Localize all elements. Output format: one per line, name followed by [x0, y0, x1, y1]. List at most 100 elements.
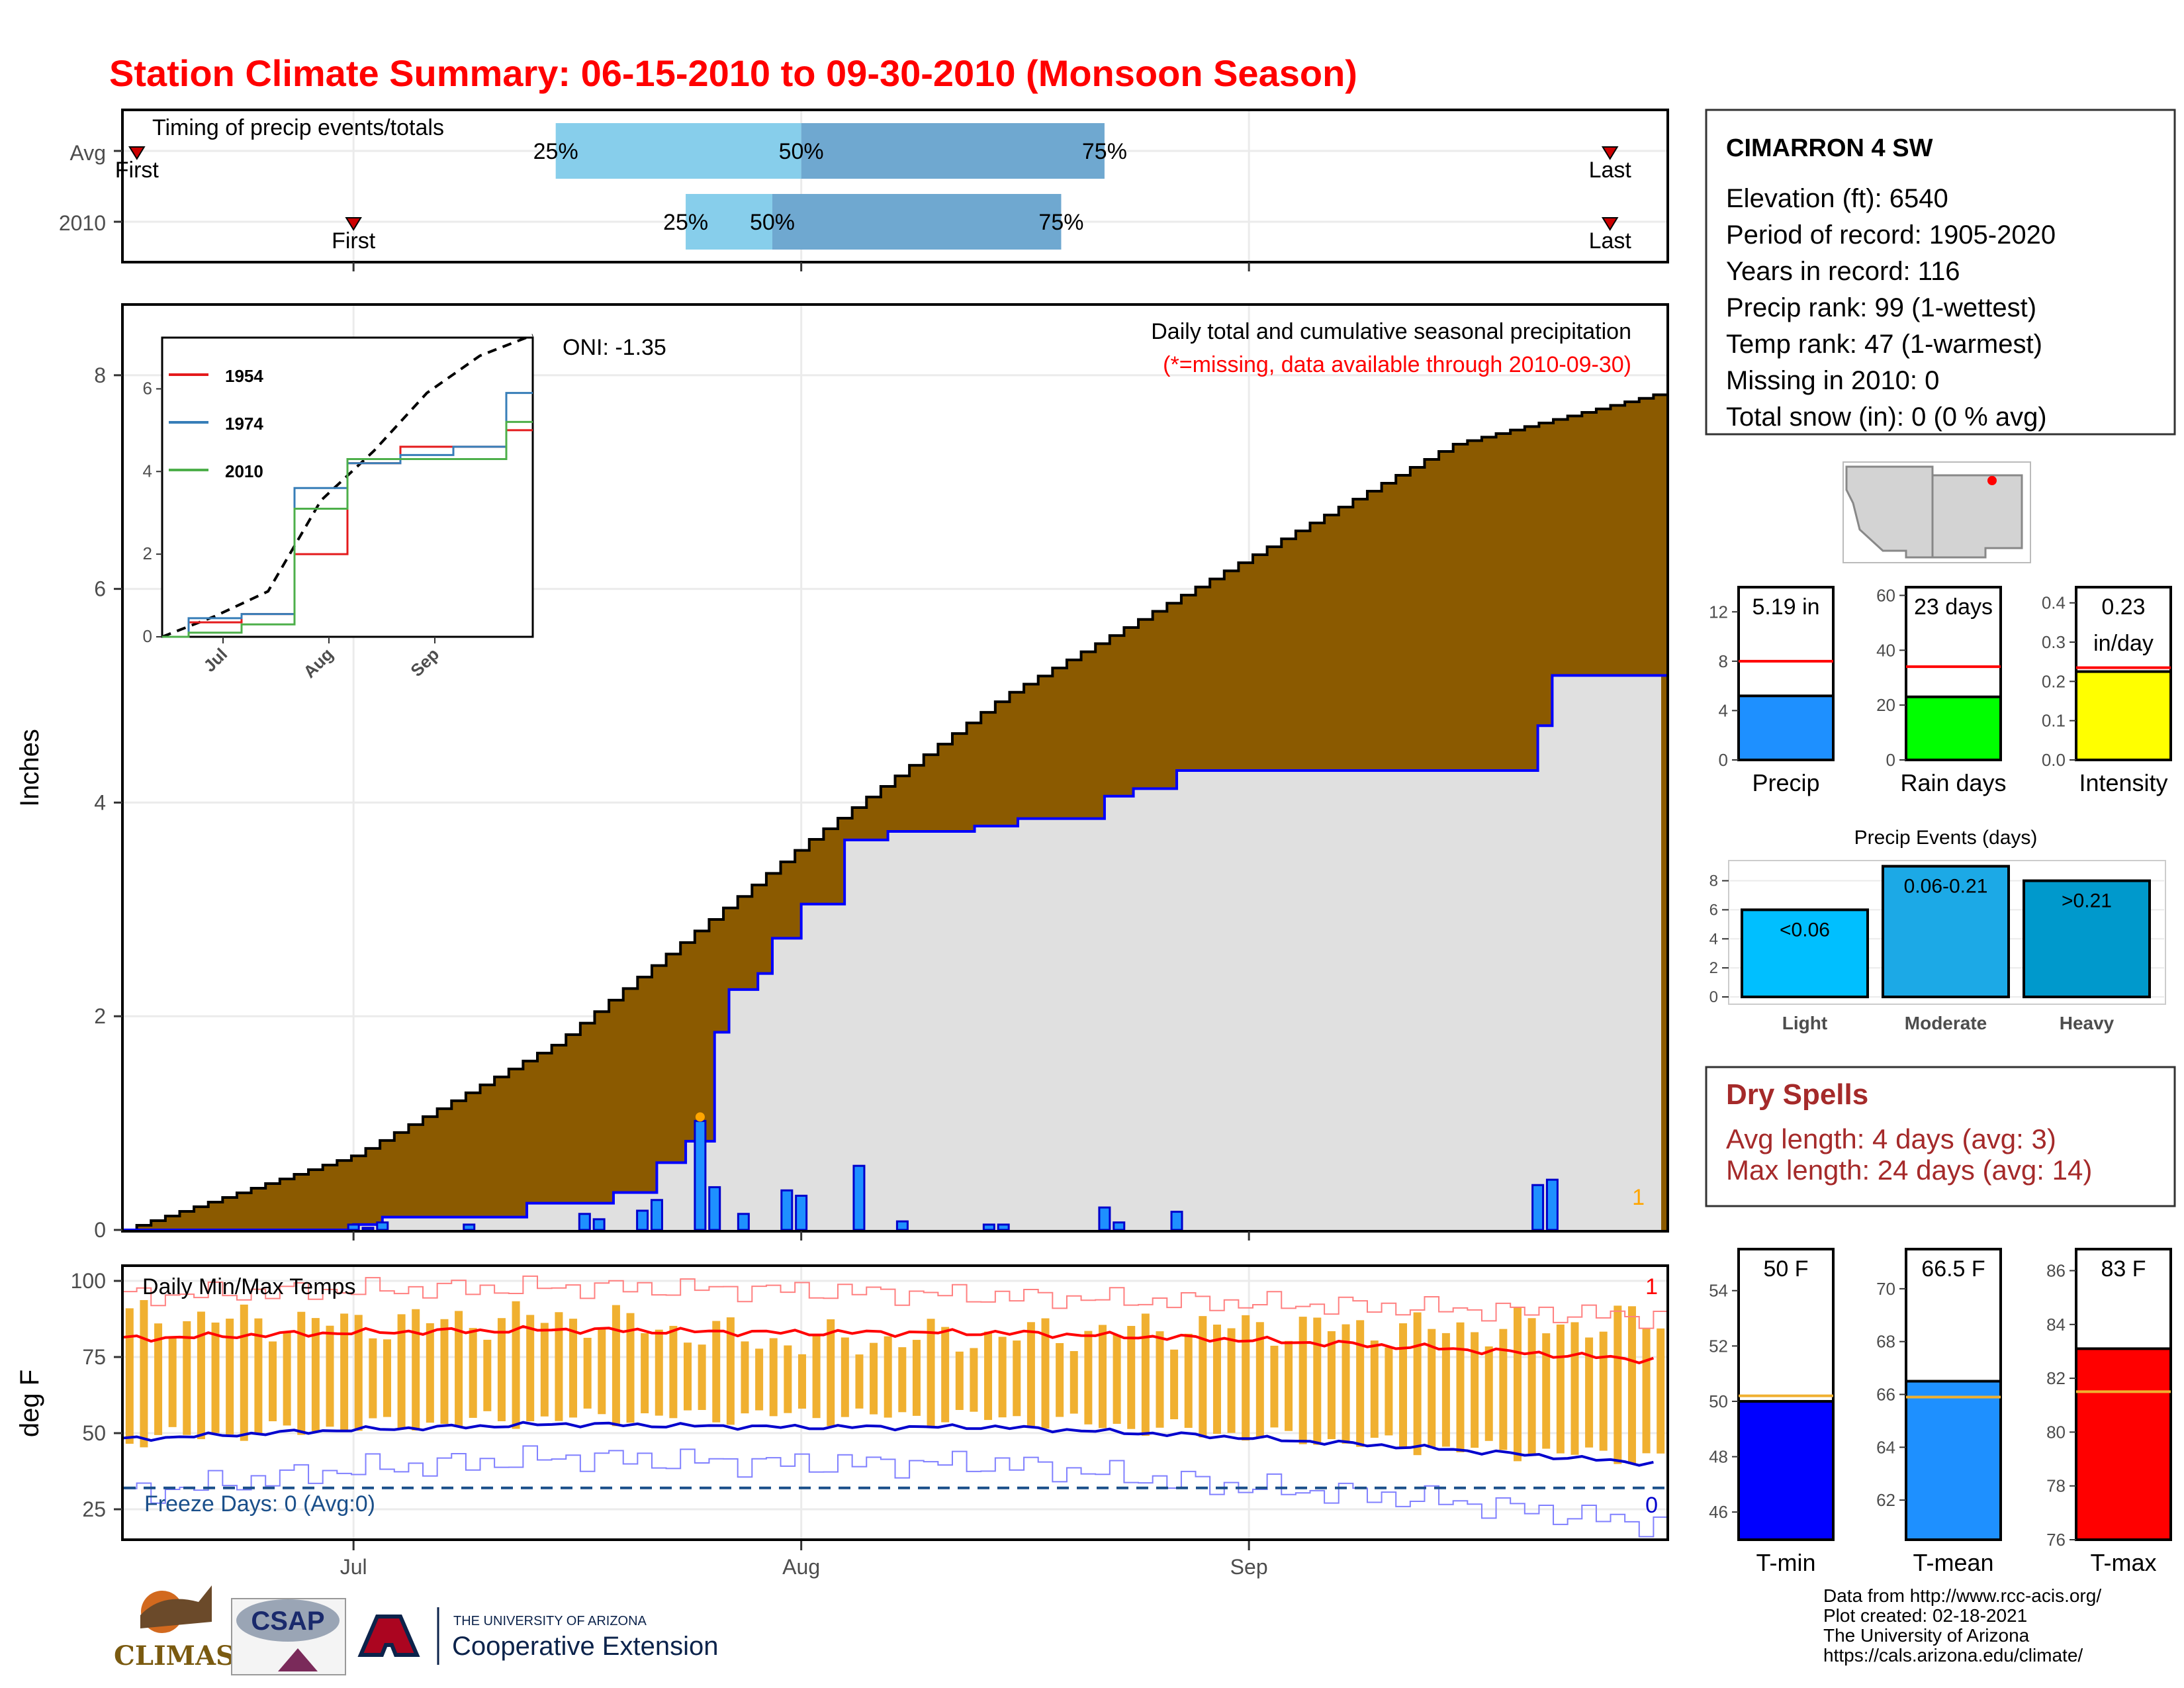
- mini-bar-name-2: Intensity: [2079, 769, 2167, 796]
- daily-precip-bar: [578, 1213, 591, 1231]
- figure-title: Station Climate Summary: 06-15-2010 to 0…: [109, 52, 1357, 94]
- temp-x-tick-label: Jul: [340, 1555, 367, 1579]
- dry-spells-avg: Avg length: 4 days (avg: 3): [1726, 1123, 2056, 1154]
- last-event-marker-icon-1: [1601, 217, 1619, 231]
- daily-temp-bar: [1056, 1342, 1064, 1417]
- daily-temp-bar: [712, 1321, 721, 1423]
- mini-bar-rain-days: [1905, 695, 2002, 761]
- daily-temp-bar: [1484, 1346, 1493, 1441]
- daily-temp-bar: [655, 1329, 663, 1416]
- daily-precip-bar: [636, 1209, 649, 1231]
- mini-bar-y-tick-label: 0.2: [2042, 671, 2066, 691]
- ua-block-a-icon: [357, 1615, 420, 1657]
- station-line-7: Total snow (in): 0 (0 % avg): [1726, 402, 2047, 432]
- daily-temp-bar: [855, 1354, 864, 1409]
- daily-temp-bar: [1614, 1305, 1622, 1464]
- daily-temp-bar: [140, 1299, 148, 1448]
- seasonal-total-bars: 0 4 8 12 5.19 in Precip 0 20 40 60 23 days Rain day…: [1709, 585, 2172, 796]
- daily-temp-bar: [726, 1317, 735, 1425]
- daily-temp-bar: [1456, 1322, 1465, 1453]
- daily-precip-bar: [694, 1119, 707, 1231]
- timing-p25-label-0: 25%: [533, 139, 578, 164]
- temp-bar-y-tick-label: 80: [2046, 1422, 2066, 1442]
- station-line-1: Elevation (ft): 6540: [1726, 184, 1948, 213]
- station-name: CIMARRON 4 SW: [1726, 134, 1933, 162]
- precip-events-title: Precip Events (days): [1854, 827, 2038, 849]
- state-map-icon: [1845, 465, 2023, 559]
- precip-event-bar-label-2: >0.21: [2062, 890, 2112, 912]
- temp-bar-value-label-0: 50 F: [1763, 1256, 1808, 1282]
- timing-bar-q2-1: [772, 194, 1062, 250]
- temp-y-tick-label: 50: [82, 1421, 106, 1445]
- precip-events-chart: 0 2 4 6 8 <0.06 Light 0.06-0.21 Moderate >0.21 Hea…: [1709, 865, 2164, 1033]
- daily-temp-bar: [197, 1311, 205, 1440]
- mini-bar-value-label2-2: in/day: [2093, 631, 2154, 656]
- daily-temp-bar: [311, 1318, 320, 1432]
- temp-x-axis: Jul Aug Sep: [340, 1541, 1268, 1579]
- temp-y-axis: 25 50 75 100: [71, 1269, 122, 1521]
- temp-bar-y-tick-label: 64: [1876, 1437, 1895, 1457]
- first-event-label-1: First: [332, 228, 376, 254]
- daily-temp-bar: [1069, 1351, 1078, 1414]
- daily-temp-bar: [440, 1319, 449, 1425]
- daily-temp-bar: [1385, 1347, 1393, 1436]
- daily-temp-bar: [283, 1331, 291, 1426]
- mini-bar-precip: [1737, 694, 1835, 761]
- daily-temp-bar: [1242, 1315, 1250, 1441]
- daily-temp-bar: [1026, 1322, 1035, 1427]
- daily-precip-bar: [1545, 1178, 1559, 1231]
- daily-precip-bar: [895, 1220, 909, 1231]
- daily-temp-bar: [797, 1354, 806, 1409]
- inset-legend: 1954 1974 2010: [169, 366, 263, 481]
- record-max-line: [122, 1275, 1668, 1329]
- daily-temp-bar: [827, 1319, 835, 1427]
- daily-temp-bar: [1570, 1322, 1579, 1455]
- first-event-label-0: First: [115, 158, 159, 183]
- daily-temp-bar: [426, 1323, 434, 1423]
- precip-event-category-2: Heavy: [2060, 1013, 2115, 1033]
- daily-temp-bar: [1184, 1333, 1193, 1429]
- timing-bar-q1-1: [686, 194, 773, 250]
- climas-mesa-icon: [140, 1585, 212, 1628]
- daily-precip-bar: [376, 1221, 389, 1231]
- inset-line-2010: [162, 420, 533, 638]
- inset-series-lines: [161, 334, 533, 638]
- dry-spells-box: Dry Spells Avg length: 4 days (avg: 3) M…: [1705, 1066, 2176, 1207]
- daily-temp-bar: [784, 1345, 792, 1413]
- csap-logo: CSAP: [231, 1598, 346, 1675]
- mini-bar-value-label-0: 5.19 in: [1752, 594, 1819, 620]
- mini-bar-name-0: Precip: [1752, 769, 1819, 796]
- inset-y-tick-label: 6: [143, 378, 152, 398]
- csap-logo-text: CSAP: [251, 1607, 324, 1636]
- daily-temp-bar: [1327, 1331, 1336, 1440]
- daily-temp-bar: [1255, 1322, 1264, 1438]
- daily-temp-bar: [1270, 1345, 1279, 1428]
- coop-extension-text: Cooperative Extension: [452, 1632, 718, 1661]
- temp-bar-y-tick-label: 76: [2046, 1530, 2066, 1550]
- first-event-marker-icon-1: [345, 217, 362, 231]
- daily-temp-bar: [326, 1325, 334, 1427]
- daily-precip-bar: [1531, 1184, 1545, 1231]
- temp-bar-value-label-1: 66.5 F: [1921, 1256, 1985, 1282]
- temp-y-tick-label: 75: [82, 1345, 106, 1369]
- daily-temp-bar: [583, 1337, 592, 1409]
- precip-panel-note: Daily total and cumulative seasonal prec…: [1151, 319, 1631, 344]
- timing-p50-label-1: 50%: [750, 210, 795, 235]
- mini-bar-y-tick-label: 0.0: [2042, 750, 2066, 770]
- daily-temp-bar: [340, 1313, 349, 1432]
- average-max-line: [122, 1325, 1655, 1365]
- temp-bar-y-tick-label: 70: [1876, 1279, 1895, 1299]
- mini-bar-y-tick-label: 12: [1709, 602, 1728, 622]
- daily-temp-bar: [1098, 1325, 1107, 1429]
- mini-bar-name-1: Rain days: [1900, 769, 2006, 796]
- precip-y-tick-label: 2: [94, 1004, 106, 1028]
- legend-label-1954: 1954: [225, 366, 263, 386]
- timing-row-2010-label: 2010: [59, 211, 106, 235]
- temp-panel-frame: [121, 1264, 1669, 1541]
- footer: CLIMAS CSAP THE UNIVERSITY OF ARIZONA Co…: [114, 1585, 2101, 1675]
- temp-y-axis-title: deg F: [15, 1370, 44, 1437]
- daily-temp-bar: [1013, 1340, 1021, 1417]
- precip-panel-frame: [121, 303, 1669, 1233]
